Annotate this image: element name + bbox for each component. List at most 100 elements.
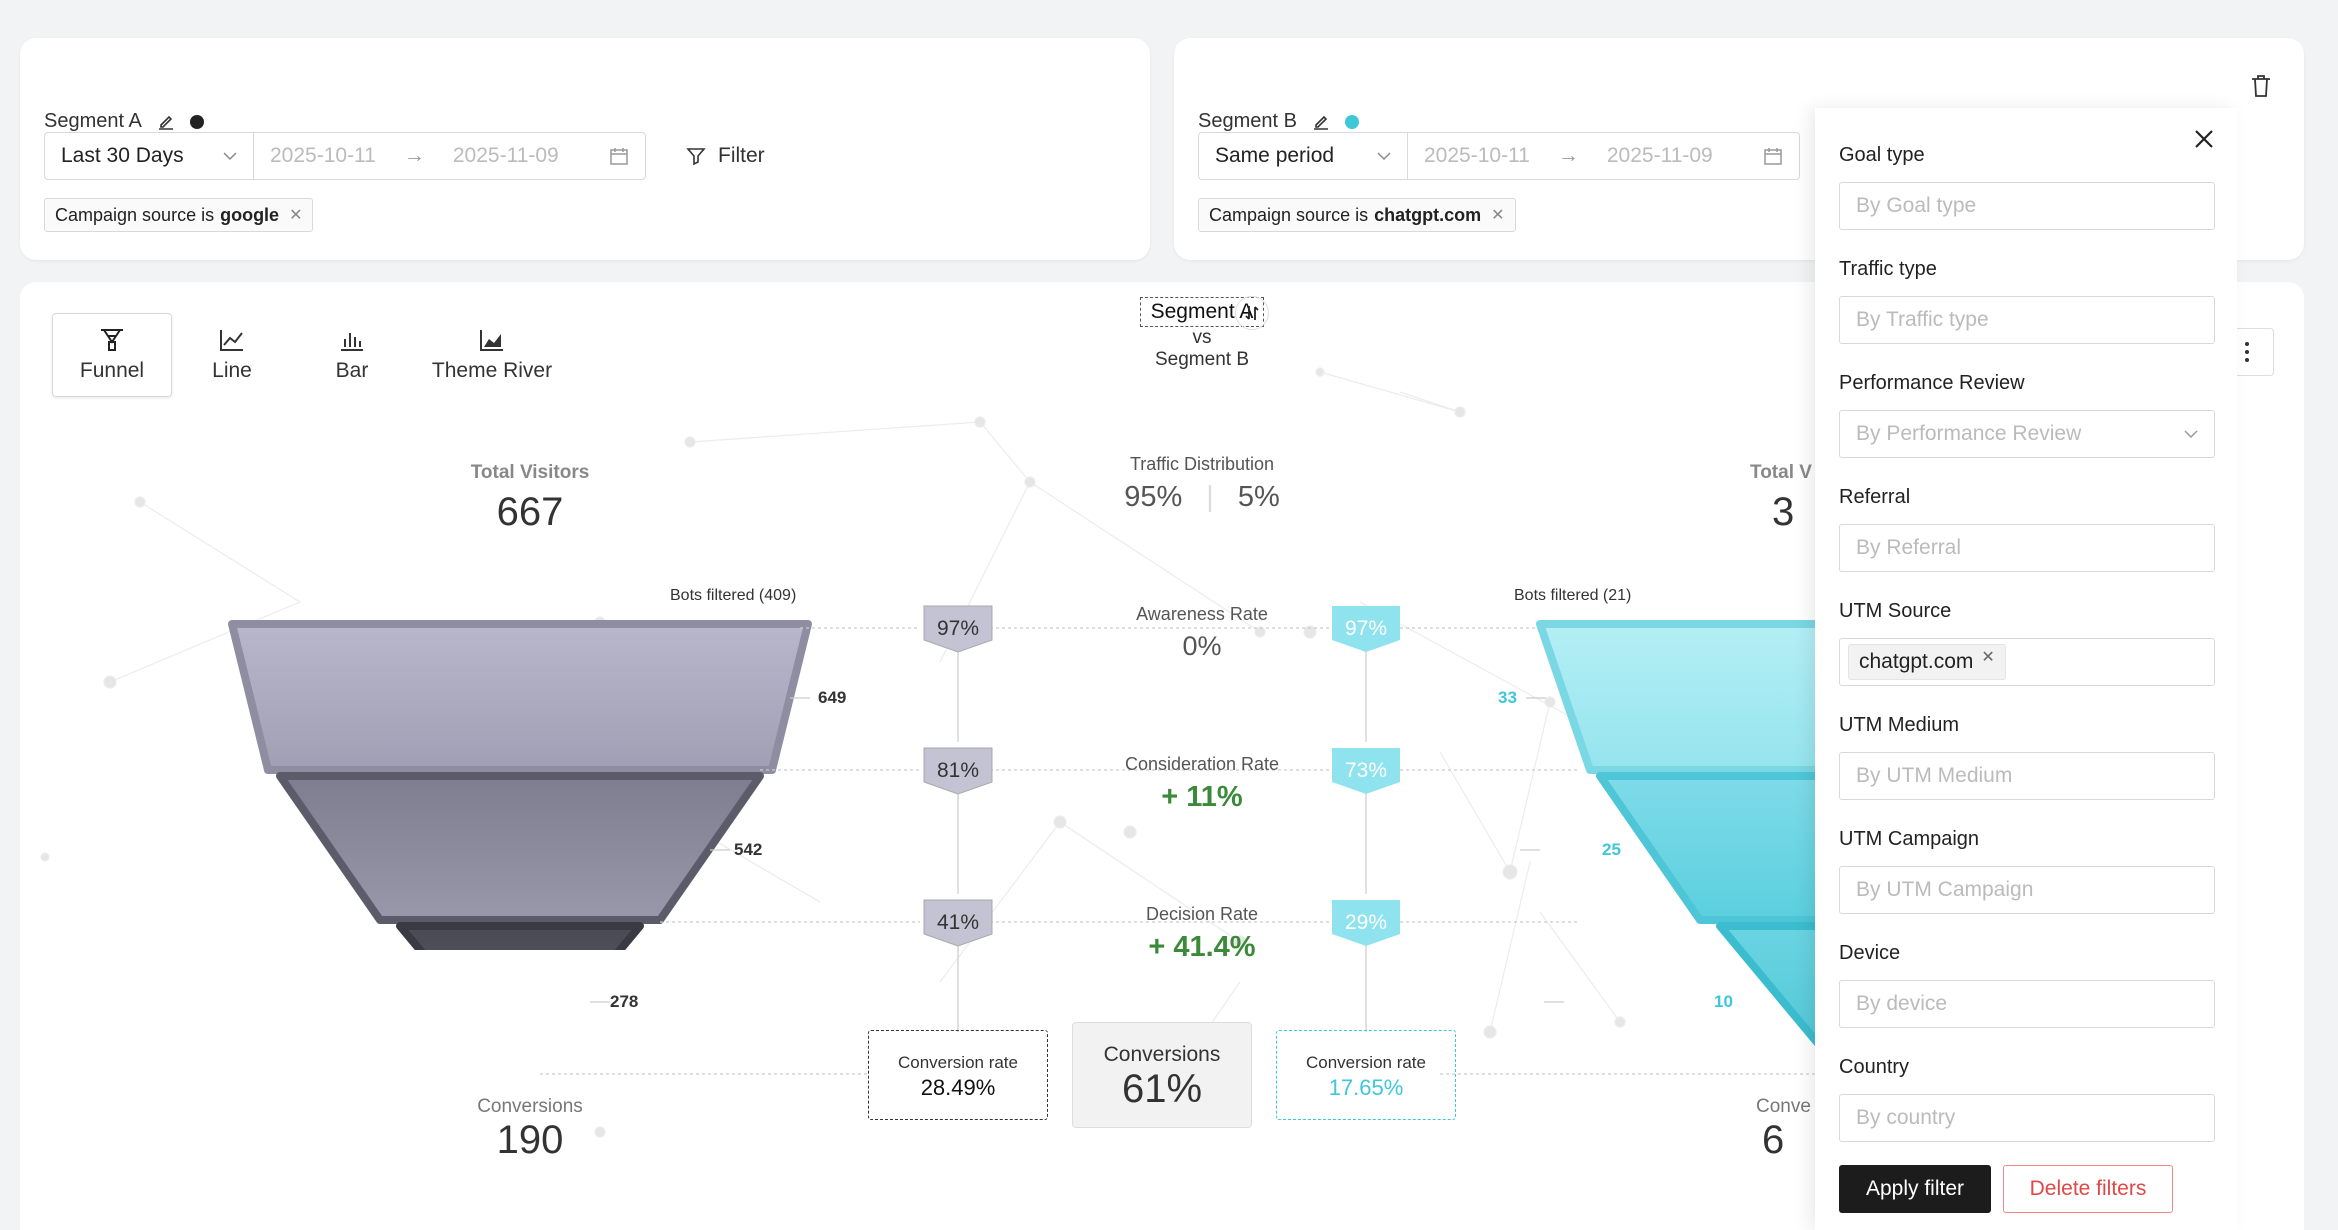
segment-a-header: Segment A xyxy=(44,110,204,133)
tab-funnel[interactable]: Funnel xyxy=(52,313,172,397)
vs-label: vs xyxy=(1192,327,1212,348)
awareness-rate-label: Awareness Rate xyxy=(1136,604,1268,624)
date-start: 2025-10-11 xyxy=(270,144,376,167)
conversions-value: 61% xyxy=(1121,1067,1203,1111)
period-select-value: Last 30 Days xyxy=(61,144,184,167)
decision-rate-label: Decision Rate xyxy=(1145,904,1259,924)
utm-source-chip: chatgpt.com ✕ xyxy=(1848,644,2006,680)
utm-campaign-label: UTM Campaign xyxy=(1839,828,1980,850)
utm-source-label: UTM Source xyxy=(1839,600,1952,622)
chevron-down-icon xyxy=(1377,152,1391,161)
decision-rate-value: + 41.4% xyxy=(1148,931,1256,963)
funnel-icon xyxy=(101,329,123,351)
level-count: 542 xyxy=(734,840,763,859)
close-icon[interactable]: ✕ xyxy=(1981,649,1995,666)
level-count: 25 xyxy=(1602,840,1621,859)
bots-filtered-label: Bots filtered (21) xyxy=(1514,587,1632,604)
goal-type-label: Goal type xyxy=(1839,144,1925,166)
utm-campaign-input[interactable]: By UTM Campaign xyxy=(1839,866,2215,914)
traffic-distribution: Traffic Distribution 95% | 5% xyxy=(1062,454,1342,514)
conversions-label: Conversions xyxy=(1103,1043,1221,1066)
conversions-value: 190 xyxy=(496,1118,564,1162)
total-visitors-value: 667 xyxy=(496,490,564,534)
line-chart-icon xyxy=(220,330,243,351)
conversion-rate-value: 17.65% xyxy=(1328,1075,1404,1100)
traffic-distribution-label: Traffic Distribution xyxy=(1129,454,1275,474)
field-placeholder: By Performance Review xyxy=(1856,422,2082,445)
period-select-value: Same period xyxy=(1215,144,1335,167)
conversion-rate-value: 28.49% xyxy=(920,1075,996,1100)
segment-a-title: Segment A xyxy=(44,110,142,132)
traffic-b-value: 5% xyxy=(1237,481,1280,513)
apply-filter-button[interactable]: Apply filter xyxy=(1839,1165,1991,1213)
rate-value: 29% xyxy=(1344,911,1388,934)
filter-button-label: Filter xyxy=(718,144,765,167)
tab-line[interactable]: Line xyxy=(172,313,292,397)
consideration-rate-label: Consideration Rate xyxy=(1124,754,1280,774)
field-placeholder: By UTM Medium xyxy=(1856,764,2013,787)
utm-source-input[interactable]: chatgpt.com ✕ xyxy=(1839,638,2215,686)
period-select[interactable]: Same period xyxy=(1198,132,1408,180)
calendar-icon xyxy=(1764,148,1782,165)
tab-label: Funnel xyxy=(79,359,145,382)
date-range-picker[interactable]: 2025-10-11 → 2025-11-09 xyxy=(1408,132,1800,180)
close-icon[interactable]: ✕ xyxy=(289,207,303,224)
rate-badge: 97% xyxy=(920,604,996,654)
segment-b-header: Segment B xyxy=(1198,110,1359,133)
field-placeholder: By device xyxy=(1856,992,1948,1015)
secondary-segment-label: Segment B xyxy=(1155,349,1249,370)
segment-a-card: Segment A Last 30 Days 2025-10-11 → 2025… xyxy=(20,38,1150,260)
more-vertical-icon xyxy=(2245,342,2249,362)
chart-type-tabs: Funnel Line Bar Theme River xyxy=(52,313,572,397)
utm-medium-input[interactable]: By UTM Medium xyxy=(1839,752,2215,800)
performance-review-select[interactable]: By Performance Review xyxy=(1839,410,2215,458)
period-select[interactable]: Last 30 Days xyxy=(44,132,254,180)
referral-label: Referral xyxy=(1839,486,1911,508)
rate-value: 73% xyxy=(1344,759,1388,782)
device-input[interactable]: By device xyxy=(1839,980,2215,1028)
conversion-rate-label: Conversion rate xyxy=(897,1053,1018,1072)
chevron-down-icon xyxy=(223,152,237,161)
awareness-rate-value: 0% xyxy=(1182,631,1222,661)
right-total-visitors: Total V 3 xyxy=(1750,462,1870,535)
performance-review-label: Performance Review xyxy=(1839,372,2025,394)
referral-input[interactable]: By Referral xyxy=(1839,524,2215,572)
goal-type-input[interactable]: By Goal type xyxy=(1839,182,2215,230)
conversions-value: 6 xyxy=(1762,1118,1785,1162)
edit-icon[interactable] xyxy=(1311,112,1331,132)
decision-rate: Decision Rate + 41.4% xyxy=(1062,904,1342,964)
traffic-a-value: 95% xyxy=(1124,481,1183,513)
traffic-type-input[interactable]: By Traffic type xyxy=(1839,296,2215,344)
edit-icon[interactable] xyxy=(156,112,176,132)
country-input[interactable]: By country xyxy=(1839,1094,2215,1142)
rate-badge: 41% xyxy=(920,898,996,948)
area-chart-icon xyxy=(480,330,503,351)
date-range-picker[interactable]: 2025-10-11 → 2025-11-09 xyxy=(254,132,646,180)
rate-badge: 81% xyxy=(920,746,996,796)
field-placeholder: By country xyxy=(1856,1106,1956,1129)
field-placeholder: By Goal type xyxy=(1856,194,1977,217)
filter-button[interactable]: Filter xyxy=(686,144,765,168)
tab-label: Theme River xyxy=(431,359,553,382)
funnel-level-consideration[interactable] xyxy=(276,772,764,924)
bots-filtered-label: Bots filtered (409) xyxy=(670,587,797,604)
chevron-down-icon xyxy=(2184,430,2198,439)
rate-value: 41% xyxy=(936,911,980,934)
device-label: Device xyxy=(1839,942,1901,964)
rate-value: 97% xyxy=(936,617,980,640)
tab-bar[interactable]: Bar xyxy=(292,313,412,397)
field-placeholder: By Traffic type xyxy=(1856,308,1989,331)
left-conversion-rate-box: Conversion rate 28.49% xyxy=(868,1030,1048,1120)
segment-a-color-dot xyxy=(189,114,204,129)
utm-medium-label: UTM Medium xyxy=(1839,714,1960,736)
tab-theme-river[interactable]: Theme River xyxy=(412,313,572,397)
close-icon[interactable] xyxy=(2193,128,2215,150)
traffic-type-label: Traffic type xyxy=(1839,258,1937,280)
swap-segments-button[interactable] xyxy=(1235,296,1269,330)
trash-icon[interactable] xyxy=(2250,74,2272,98)
funnel-level-decision[interactable] xyxy=(396,922,644,950)
delete-filters-button[interactable]: Delete filters xyxy=(2003,1165,2173,1213)
close-icon[interactable]: ✕ xyxy=(1491,207,1505,224)
rate-badge: 97% xyxy=(1328,604,1404,654)
date-start: 2025-10-11 xyxy=(1424,144,1530,167)
